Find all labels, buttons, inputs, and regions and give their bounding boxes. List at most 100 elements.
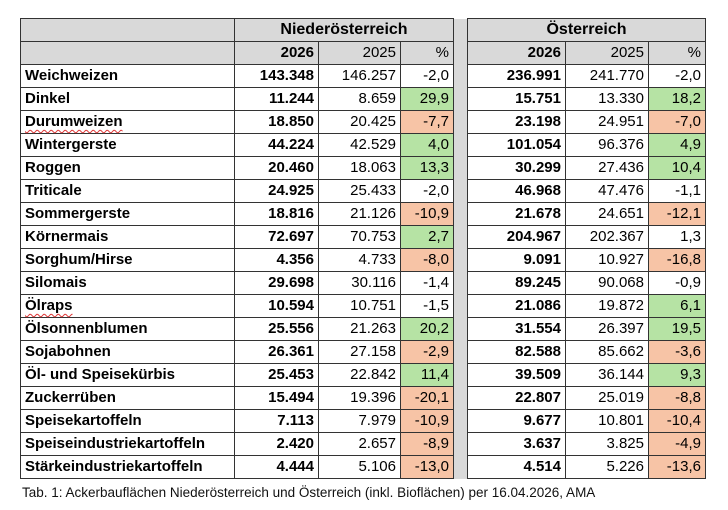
crop-label: Körnermais	[20, 225, 235, 249]
crop-label: Roggen	[20, 156, 235, 180]
noe-percent-change: -10,9	[400, 409, 454, 433]
noe-percent-change: -1,5	[400, 294, 454, 318]
noe-2026-value: 25.453	[234, 363, 319, 387]
noe-percent-change: -8,9	[400, 432, 454, 456]
noe-2025-value: 146.257	[318, 64, 401, 88]
table-row: Ölraps 10.594 10.751 -1,5 21.086 19.872 6,1	[20, 294, 706, 318]
at-percent-change: -3,6	[648, 340, 706, 364]
at-2025-value: 13.330	[565, 87, 649, 111]
at-percent-change: -2,0	[648, 64, 706, 88]
at-percent-change: 6,1	[648, 294, 706, 318]
crop-area-table: Niederösterreich Österreich 2026 2025 % …	[20, 18, 706, 479]
noe-2025-value: 21.263	[318, 317, 401, 341]
crop-label-text: Sorghum/Hirse	[25, 251, 133, 268]
noe-2026-value: 4.444	[234, 455, 319, 479]
noe-2025-value: 10.751	[318, 294, 401, 318]
crop-label: Speisekartoffeln	[20, 409, 235, 433]
at-percent-change: -7,0	[648, 110, 706, 134]
region-header-row: Niederösterreich Österreich	[20, 18, 706, 479]
noe-2026-value: 2.420	[234, 432, 319, 456]
crop-label-text: Wintergerste	[25, 136, 117, 153]
crop-label-text: Zuckerrüben	[25, 389, 116, 406]
noe-percent-change: 13,3	[400, 156, 454, 180]
crop-label-text: Triticale	[25, 182, 82, 199]
table-row: Öl- und Speisekürbis 25.453 22.842 11,4 39.5…	[20, 363, 706, 387]
at-2026-value: 9.677	[467, 409, 566, 433]
noe-percent-change: -10,9	[400, 202, 454, 226]
year-header-row: 2026 2025 % 2026 2025 %	[20, 41, 706, 65]
table-row: Speiseindustriekartoffeln 2.420 2.657 -8,9 3…	[20, 432, 706, 456]
crop-label-text: Sojabohnen	[25, 343, 111, 360]
at-2026-value: 30.299	[467, 156, 566, 180]
header-2026: 2026	[234, 41, 319, 65]
table-row: Zuckerrüben 15.494 19.396 -20,1 22.807 25.019…	[20, 386, 706, 410]
at-2025-value: 19.872	[565, 294, 649, 318]
crop-label-text: Speiseindustriekartoffeln	[25, 435, 206, 452]
crop-label: Silomais	[20, 271, 235, 295]
noe-2025-value: 21.126	[318, 202, 401, 226]
at-2026-value: 15.751	[467, 87, 566, 111]
at-2026-value: 39.509	[467, 363, 566, 387]
at-percent-change: -12,1	[648, 202, 706, 226]
table-row: Sorghum/Hirse 4.356 4.733 -8,0 9.091 10.927 -1…	[20, 248, 706, 272]
noe-percent-change: -2,0	[400, 179, 454, 203]
table-row: Sommergerste 18.816 21.126 -10,9 21.678 24.65…	[20, 202, 706, 226]
noe-percent-change: -2,0	[400, 64, 454, 88]
crop-label: Zuckerrüben	[20, 386, 235, 410]
table-row: Durumweizen 18.850 20.425 -7,7 23.198 24.951-…	[20, 110, 706, 134]
noe-2026-value: 18.850	[234, 110, 319, 134]
table-row: Stärkeindustriekartoffeln 4.444 5.106 -13,0…	[20, 455, 706, 479]
noe-percent-change: 29,9	[400, 87, 454, 111]
table-row: Silomais 29.698 30.116 -1,4 89.245 90.068 -0,9	[20, 271, 706, 295]
noe-2025-value: 25.433	[318, 179, 401, 203]
noe-2026-value: 7.113	[234, 409, 319, 433]
region-header-oesterreich: Österreich	[467, 18, 706, 42]
at-2025-value: 85.662	[565, 340, 649, 364]
at-percent-change: -10,4	[648, 409, 706, 433]
header-2026: 2026	[467, 41, 566, 65]
at-2025-value: 27.436	[565, 156, 649, 180]
at-percent-change: -16,8	[648, 248, 706, 272]
crop-label-text: Speisekartoffeln	[25, 412, 142, 429]
table-row: Wintergerste 44.224 42.529 4,0 101.054 96.376…	[20, 133, 706, 157]
noe-percent-change: 2,7	[400, 225, 454, 249]
noe-percent-change: -1,4	[400, 271, 454, 295]
at-2026-value: 204.967	[467, 225, 566, 249]
at-percent-change: 19,5	[648, 317, 706, 341]
table-caption: Tab. 1: Ackerbauflächen Niederösterreich…	[22, 485, 596, 500]
noe-2026-value: 15.494	[234, 386, 319, 410]
at-percent-change: -1,1	[648, 179, 706, 203]
column-separator	[453, 18, 468, 479]
noe-2026-value: 10.594	[234, 294, 319, 318]
at-2025-value: 47.476	[565, 179, 649, 203]
crop-label-text: Durumweizen	[25, 113, 123, 130]
noe-2025-value: 7.979	[318, 409, 401, 433]
crop-label-text: Öl- und Speisekürbis	[25, 366, 176, 383]
empty-header-cell	[20, 41, 235, 65]
at-2026-value: 82.588	[467, 340, 566, 364]
noe-2026-value: 18.816	[234, 202, 319, 226]
crop-label-text: Ölraps	[25, 297, 73, 314]
header-2025: 2025	[318, 41, 401, 65]
crop-label: Sojabohnen	[20, 340, 235, 364]
noe-2025-value: 18.063	[318, 156, 401, 180]
noe-2026-value: 143.348	[234, 64, 319, 88]
at-2025-value: 24.651	[565, 202, 649, 226]
table-row: Körnermais 72.697 70.753 2,7 204.967 202.367 1…	[20, 225, 706, 249]
at-2026-value: 46.968	[467, 179, 566, 203]
crop-label: Weichweizen	[20, 64, 235, 88]
noe-2026-value: 25.556	[234, 317, 319, 341]
noe-2025-value: 42.529	[318, 133, 401, 157]
noe-percent-change: -13,0	[400, 455, 454, 479]
at-percent-change: 18,2	[648, 87, 706, 111]
noe-percent-change: -7,7	[400, 110, 454, 134]
noe-2026-value: 29.698	[234, 271, 319, 295]
crop-label: Sorghum/Hirse	[20, 248, 235, 272]
crop-label: Speiseindustriekartoffeln	[20, 432, 235, 456]
crop-label-text: Silomais	[25, 274, 87, 291]
noe-2025-value: 30.116	[318, 271, 401, 295]
noe-2025-value: 19.396	[318, 386, 401, 410]
at-percent-change: -13,6	[648, 455, 706, 479]
at-2025-value: 241.770	[565, 64, 649, 88]
noe-2025-value: 27.158	[318, 340, 401, 364]
